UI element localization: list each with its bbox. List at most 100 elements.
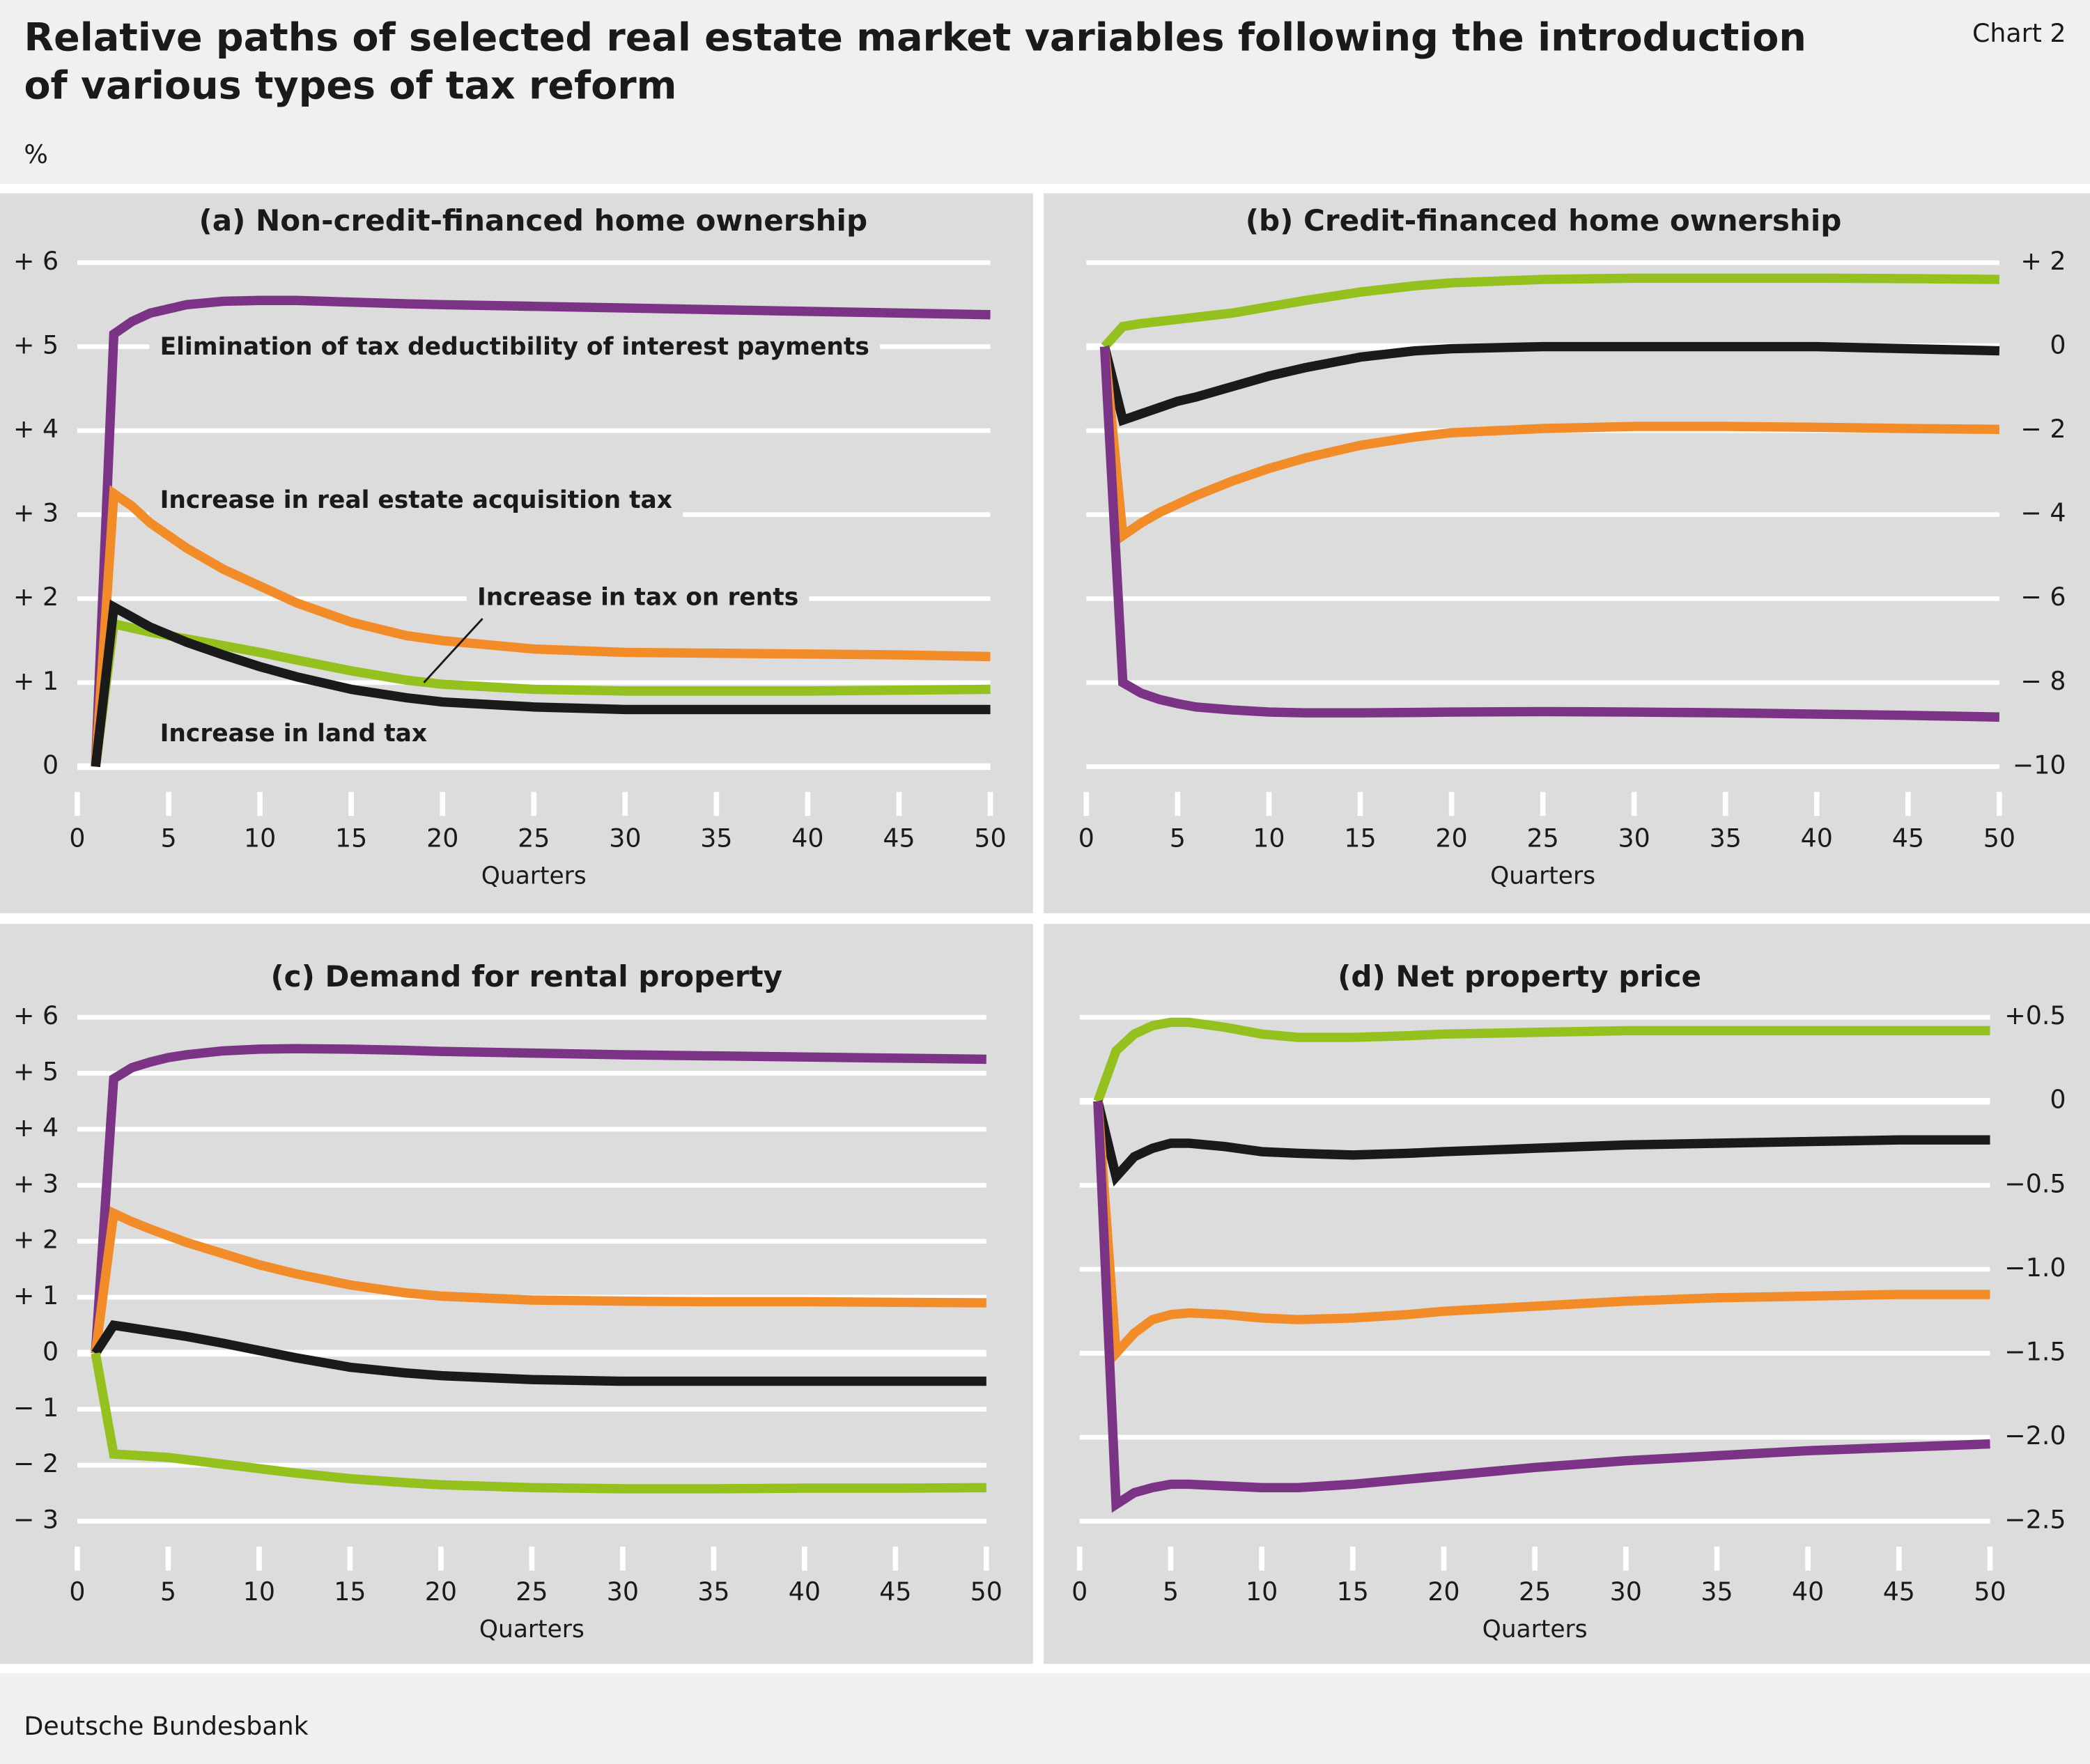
y-tick-label: + 1 xyxy=(13,666,59,696)
annotation-background xyxy=(466,580,810,614)
x-tick-label: 25 xyxy=(1519,1577,1551,1607)
y-tick-label: −2.0 xyxy=(2004,1421,2066,1450)
x-tick-label: 5 xyxy=(1170,823,1186,853)
x-axis-label: Quarters xyxy=(1490,862,1595,890)
x-tick-label: 45 xyxy=(879,1577,911,1607)
y-tick-label: + 5 xyxy=(13,1057,59,1087)
y-tick-label: −1.5 xyxy=(2004,1336,2066,1366)
series-line xyxy=(1099,346,1999,544)
x-tick-label: 50 xyxy=(1974,1577,2006,1607)
x-tick-label: 45 xyxy=(1883,1577,1915,1607)
y-tick-label: −1.0 xyxy=(2004,1253,2066,1283)
series-line xyxy=(91,485,991,767)
series-annotation: Elimination of tax deductibility of inte… xyxy=(149,330,881,364)
x-tick-label: 30 xyxy=(609,823,641,853)
y-tick-label: − 8 xyxy=(2020,666,2066,696)
series-line xyxy=(1093,1100,1990,1187)
y-tick-label: − 2 xyxy=(2020,414,2066,444)
x-tick-label: 20 xyxy=(1427,1577,1460,1607)
x-tick-label: 35 xyxy=(700,823,732,853)
legend-label: Increase in real estate acquisition tax xyxy=(160,486,672,514)
x-tick-label: 45 xyxy=(883,823,915,853)
panel-title: (a) Non-credit-financed home ownership xyxy=(199,203,868,238)
series-line xyxy=(1100,341,2000,426)
x-tick-label: 10 xyxy=(243,1577,275,1607)
x-tick-label: 20 xyxy=(1435,823,1467,853)
x-tick-label: 20 xyxy=(425,1577,457,1607)
series-line xyxy=(91,1352,986,1494)
legend-label: Increase in tax on rents xyxy=(477,584,798,612)
x-tick-label: 40 xyxy=(1801,823,1833,853)
x-tick-label: 50 xyxy=(1983,823,2015,853)
y-tick-label: + 6 xyxy=(13,246,59,276)
title: Relative paths of selected real estate m… xyxy=(24,15,1806,109)
y-tick-label: −2.5 xyxy=(2004,1505,2066,1535)
x-tick-label: 5 xyxy=(160,1577,176,1607)
x-tick-label: 40 xyxy=(791,823,823,853)
x-tick-label: 25 xyxy=(1526,823,1558,853)
chart-label: Chart 2 xyxy=(1972,18,2066,48)
y-tick-label: 0 xyxy=(2050,1085,2066,1115)
x-tick-label: 30 xyxy=(1618,823,1650,853)
panel-title: (c) Demand for rental property xyxy=(270,959,782,993)
y-tick-label: + 4 xyxy=(13,414,59,444)
panel-background xyxy=(0,924,1033,1664)
x-tick-label: 15 xyxy=(1337,1577,1369,1607)
x-tick-label: 45 xyxy=(1892,823,1924,853)
y-tick-label: +0.5 xyxy=(2004,1000,2066,1030)
x-tick-label: 0 xyxy=(69,1577,85,1607)
x-tick-label: 35 xyxy=(697,1577,729,1607)
x-axis-label: Quarters xyxy=(1483,1616,1588,1643)
x-tick-label: 20 xyxy=(426,823,458,853)
x-tick-label: 30 xyxy=(607,1577,639,1607)
y-tick-label: 0 xyxy=(2050,330,2066,360)
x-tick-label: 0 xyxy=(1071,1577,1087,1607)
x-tick-label: 5 xyxy=(1163,1577,1179,1607)
x-tick-label: 25 xyxy=(516,1577,548,1607)
x-tick-label: 50 xyxy=(974,823,1006,853)
x-tick-label: 10 xyxy=(244,823,276,853)
x-tick-label: 40 xyxy=(789,1577,821,1607)
x-tick-label: 35 xyxy=(1701,1577,1733,1607)
x-axis-label: Quarters xyxy=(481,862,587,890)
y-tick-label: 0 xyxy=(42,1336,59,1366)
source: Deutsche Bundesbank xyxy=(24,1711,308,1741)
series-annotation: Increase in land tax xyxy=(149,717,438,750)
y-tick-label: + 1 xyxy=(13,1281,59,1310)
series-line xyxy=(1101,273,1999,350)
title-box: Relative paths of selected real estate m… xyxy=(24,15,1806,109)
series-line xyxy=(91,1320,986,1386)
series-annotation: Increase in real estate acquisition tax xyxy=(149,483,683,517)
x-tick-label: 25 xyxy=(518,823,550,853)
series-line xyxy=(91,618,991,768)
unit: % xyxy=(24,139,48,169)
panel-title: (d) Net property price xyxy=(1338,959,1701,993)
x-tick-label: 15 xyxy=(1344,823,1376,853)
series-line xyxy=(91,295,991,767)
x-tick-label: 15 xyxy=(335,823,367,853)
x-tick-label: 0 xyxy=(1078,823,1094,853)
x-tick-label: 10 xyxy=(1253,823,1285,853)
series-line xyxy=(1093,1101,1990,1365)
y-tick-label: + 5 xyxy=(13,330,59,360)
annotation-background xyxy=(149,330,881,364)
annotation-background xyxy=(149,717,438,750)
x-tick-label: 15 xyxy=(334,1577,366,1607)
panel-background xyxy=(1044,193,2090,913)
x-tick-label: 30 xyxy=(1610,1577,1642,1607)
x-tick-label: 10 xyxy=(1246,1577,1278,1607)
y-tick-label: 0 xyxy=(42,750,59,780)
series-line xyxy=(1093,1017,1990,1103)
panel-title: (b) Credit-financed home ownership xyxy=(1246,203,1842,238)
y-tick-label: + 6 xyxy=(13,1000,59,1030)
series-line xyxy=(91,1206,986,1354)
x-axis-label: Quarters xyxy=(479,1616,585,1643)
y-tick-label: − 3 xyxy=(13,1505,59,1535)
x-tick-label: 40 xyxy=(1792,1577,1824,1607)
panel-background xyxy=(0,193,1033,913)
y-tick-label: − 4 xyxy=(2020,498,2066,528)
y-tick-label: − 6 xyxy=(2020,582,2066,612)
y-tick-label: − 1 xyxy=(13,1393,59,1423)
